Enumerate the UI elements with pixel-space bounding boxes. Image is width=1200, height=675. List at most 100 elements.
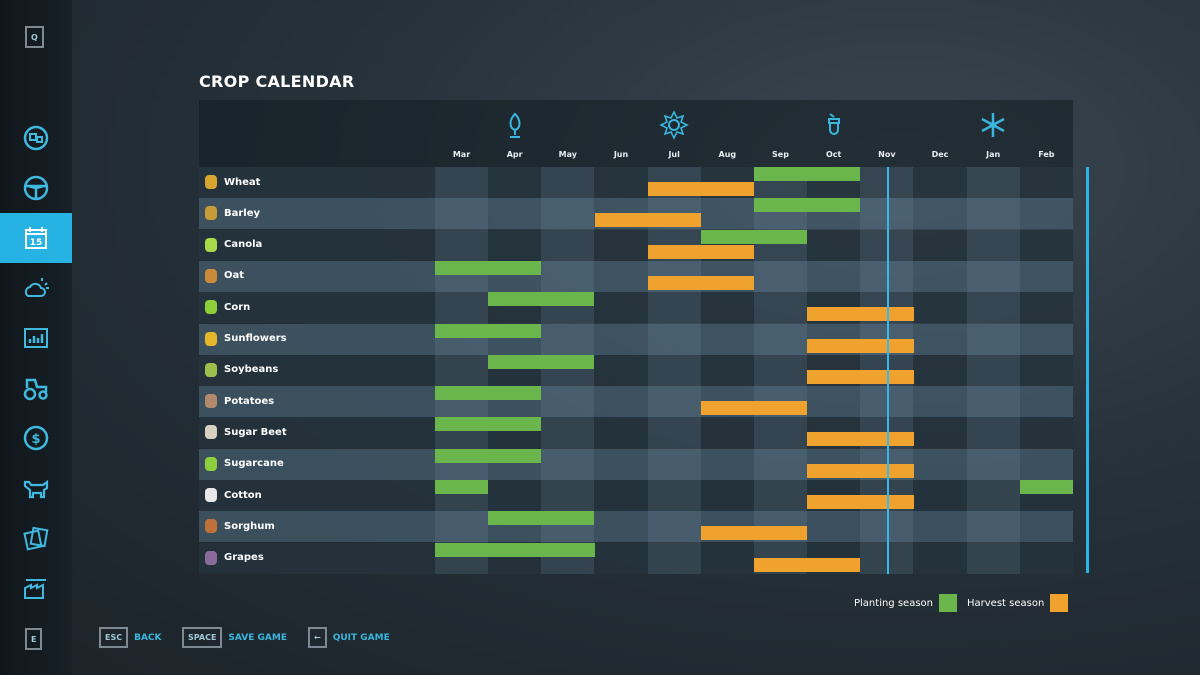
crop-row[interactable]: Oat (199, 260, 1073, 292)
crop-label: Grapes (205, 550, 264, 565)
footer-quit-game-button[interactable]: ← QUIT GAME (308, 627, 390, 648)
crop-name: Sorghum (224, 520, 275, 532)
prev-page-key-hint[interactable]: Q (25, 26, 44, 48)
harvest-season-bar (700, 401, 808, 416)
sidebar-item-tractor[interactable] (0, 363, 72, 413)
sidebar-item-weather[interactable] (0, 263, 72, 313)
crop-name: Barley (224, 207, 261, 219)
production-icon (22, 574, 50, 602)
crop-name: Sugarcane (224, 458, 284, 470)
harvest-season-bar (807, 307, 914, 322)
sidebar-item-contracts[interactable] (0, 513, 72, 563)
legend-planting-label: Planting season (854, 597, 933, 609)
crop-row[interactable]: Sunflowers (199, 323, 1073, 355)
month-label: Nov (878, 150, 896, 159)
crop-calendar: Wheat Barley Canola Oat Corn Sunflowers Soybea… (199, 100, 1074, 574)
month-label: Oct (826, 150, 842, 159)
key-hint: ESC (99, 627, 129, 648)
footer-back-button[interactable]: ESC BACK (99, 627, 162, 648)
sidebar-item-production[interactable] (0, 563, 72, 613)
sidebar-item-finance[interactable]: $ (0, 413, 72, 463)
crop-row[interactable]: Cotton (199, 480, 1073, 511)
crop-icon (205, 237, 217, 252)
sidebar: Q 15 $ E (0, 0, 72, 675)
crop-icon (205, 300, 217, 315)
harvest-season-bar (807, 432, 914, 447)
harvest-season-bar (807, 338, 914, 353)
crop-row[interactable]: Sorghum (199, 511, 1073, 543)
crop-row[interactable]: Corn (199, 292, 1073, 324)
month-label: Aug (718, 150, 737, 159)
crop-label: Barley (205, 206, 261, 221)
sidebar-item-calendar[interactable]: 15 (0, 213, 72, 263)
crop-label: Potatoes (205, 394, 274, 409)
crop-row[interactable]: Potatoes (199, 386, 1073, 418)
harvest-season-bar (700, 526, 808, 541)
sidebar-item-statistics[interactable] (0, 313, 72, 363)
calendar-icon: 15 (22, 224, 50, 252)
crop-label: Sorghum (205, 519, 275, 534)
footer-label: QUIT GAME (332, 632, 390, 643)
planting-season-bar (754, 167, 861, 181)
crop-icon (205, 331, 217, 346)
planting-season-bar (435, 417, 542, 432)
month-label: May (558, 150, 577, 159)
planting-season-bar (435, 260, 542, 275)
footer-save-game-button[interactable]: SPACE SAVE GAME (182, 627, 287, 648)
crop-icon (205, 206, 217, 221)
harvest-season-bar (647, 244, 754, 259)
month-column-shade (541, 167, 595, 574)
scrollbar[interactable] (1086, 167, 1089, 573)
crop-label: Cotton (205, 488, 262, 502)
crop-icon (205, 425, 217, 440)
next-page-key-hint[interactable]: E (25, 628, 43, 650)
legend-harvest-label: Harvest season (967, 597, 1045, 609)
crop-icon (205, 550, 217, 565)
planting-season-bar (488, 292, 595, 307)
crop-icon (205, 394, 217, 409)
crop-icon (205, 488, 217, 502)
steering-wheel-icon (22, 174, 50, 202)
month-column-shade (435, 167, 488, 574)
current-date-line (886, 167, 889, 574)
month-column-shade (966, 167, 1020, 574)
crop-icon (205, 268, 217, 283)
key-hint: ← (308, 627, 327, 648)
weather-icon (22, 274, 50, 302)
crop-row[interactable]: Soybeans (199, 354, 1073, 386)
sidebar-item-steering-wheel[interactable] (0, 163, 72, 213)
crop-name: Grapes (224, 552, 264, 564)
crop-row[interactable]: Grapes (199, 542, 1073, 574)
animals-icon (22, 474, 50, 502)
month-label: Jul (668, 150, 680, 159)
map-icon (22, 124, 50, 152)
planting-season-bar (435, 542, 595, 557)
crop-name: Corn (224, 301, 251, 313)
planting-season-bar (488, 354, 595, 369)
crop-name: Sugar Beet (224, 426, 287, 438)
contracts-icon (22, 524, 50, 552)
month-column-shade (647, 167, 701, 574)
crop-row[interactable]: Sugar Beet (199, 417, 1073, 449)
harvest-season-bar (807, 369, 914, 384)
sidebar-item-map[interactable] (0, 113, 72, 163)
crop-row[interactable]: Wheat (199, 167, 1073, 198)
crop-label: Corn (205, 300, 251, 315)
crop-name: Cotton (224, 489, 262, 501)
crop-name: Oat (224, 270, 245, 282)
crop-icon (205, 175, 217, 189)
crop-row[interactable]: Sugarcane (199, 448, 1073, 480)
crop-label: Sugarcane (205, 456, 284, 471)
planting-season-bar (435, 480, 489, 494)
sidebar-item-animals[interactable] (0, 463, 72, 513)
crop-name: Wheat (224, 176, 261, 188)
harvest-season-bar (754, 557, 861, 572)
legend: Planting season Harvest season (854, 594, 1069, 612)
crop-name: Canola (224, 239, 263, 251)
harvest-season-bar (807, 463, 914, 478)
crop-name: Soybeans (224, 364, 279, 376)
footer-label: SAVE GAME (228, 632, 287, 643)
month-label: Jan (986, 150, 1001, 159)
crop-row[interactable]: Canola (199, 229, 1073, 261)
finance-icon: $ (22, 424, 50, 452)
